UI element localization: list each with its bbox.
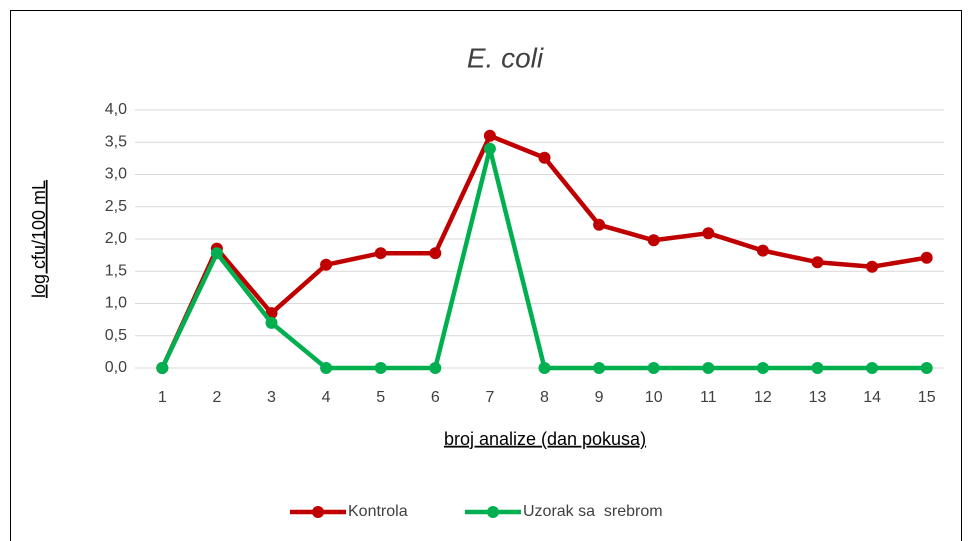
data-point	[156, 362, 169, 374]
data-point	[756, 362, 769, 374]
x-tick-label: 6	[431, 389, 440, 406]
data-point	[374, 247, 387, 260]
data-point	[647, 234, 660, 247]
x-tick-label: 8	[540, 389, 549, 406]
x-tick-label: 3	[267, 389, 276, 406]
y-tick-label: 3,0	[105, 166, 127, 183]
y-axis-label: log cfu/100 mL	[29, 180, 49, 298]
data-point	[593, 218, 606, 231]
y-tick-label: 0,0	[105, 359, 127, 376]
legend-marker	[312, 506, 324, 518]
data-point	[593, 362, 606, 374]
data-point	[320, 362, 333, 374]
data-point	[920, 251, 933, 264]
legend-marker	[487, 506, 499, 518]
x-tick-label: 14	[863, 389, 881, 406]
data-point	[756, 244, 769, 257]
data-point	[920, 362, 933, 374]
data-point	[210, 247, 223, 260]
data-point	[483, 129, 496, 142]
y-tick-label: 1,5	[105, 262, 127, 279]
x-tick-label: 1	[158, 389, 167, 406]
chart-frame	[10, 10, 962, 541]
x-tick-label: 10	[645, 389, 663, 406]
data-point	[374, 362, 387, 374]
data-point	[702, 362, 715, 374]
data-point	[866, 260, 879, 273]
y-tick-label: 3,5	[105, 133, 127, 150]
y-tick-label: 1,0	[105, 295, 127, 312]
data-point	[538, 362, 551, 374]
data-point	[866, 362, 879, 374]
x-tick-label: 15	[918, 389, 936, 406]
data-point	[811, 362, 824, 374]
x-tick-label: 11	[700, 389, 717, 406]
chart-title: E. coli	[467, 42, 544, 73]
x-tick-label: 7	[485, 389, 494, 406]
x-axis-label: broj analize (dan pokusa)	[444, 429, 646, 449]
y-tick-label: 2,0	[105, 230, 127, 247]
data-point	[265, 316, 278, 329]
legend-label: Kontrola	[348, 503, 408, 520]
data-point	[647, 362, 660, 374]
x-tick-label: 9	[595, 389, 604, 406]
y-tick-label: 4,0	[105, 101, 127, 118]
x-tick-label: 4	[322, 389, 331, 406]
data-point	[702, 227, 715, 240]
data-point	[429, 362, 442, 374]
data-point	[483, 142, 496, 155]
x-tick-label: 2	[212, 389, 221, 406]
legend-label: Uzorak sa srebrom	[523, 503, 663, 520]
x-tick-label: 13	[809, 389, 827, 406]
data-point	[429, 247, 442, 260]
y-tick-label: 2,5	[105, 198, 127, 215]
x-tick-label: 12	[754, 389, 772, 406]
x-tick-label: 5	[376, 389, 385, 406]
y-tick-label: 0,5	[105, 327, 127, 344]
data-point	[811, 256, 824, 269]
data-point	[538, 151, 551, 164]
data-point	[320, 258, 333, 271]
